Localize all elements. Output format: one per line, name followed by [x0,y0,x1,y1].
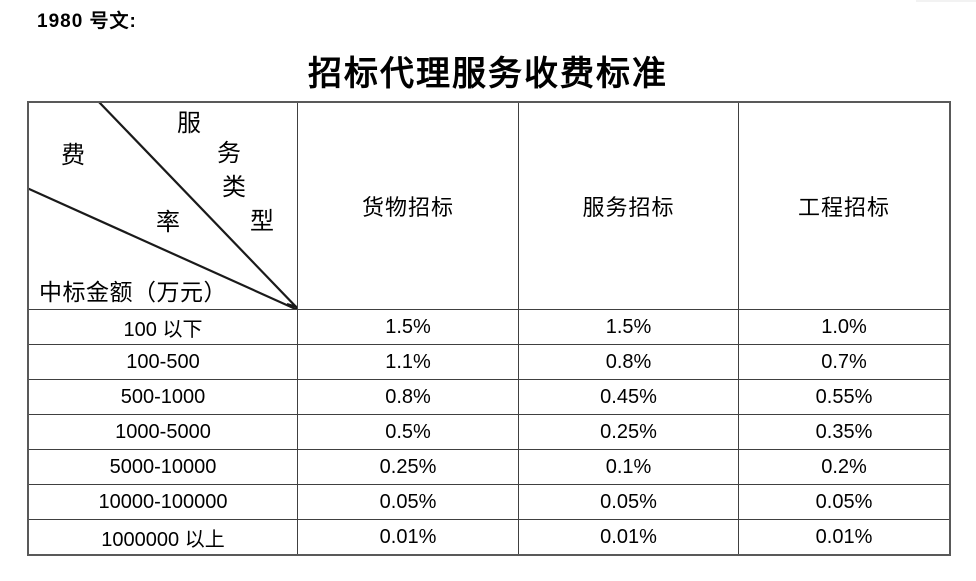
fee-value-cell: 0.5% [297,414,518,449]
fee-value-cell: 0.25% [518,414,738,449]
fee-value-cell: 1.5% [297,309,518,344]
column-header-goods: 货物招标 [297,103,518,309]
fee-value-cell: 0.05% [738,484,949,519]
fee-rate-char: 费 [61,143,85,169]
fee-value-cell: 0.05% [518,484,738,519]
fee-value-cell: 1.5% [518,309,738,344]
fee-value-cell: 0.01% [738,519,949,554]
column-header-services: 服务招标 [518,103,738,309]
scroll-edge-artifact [916,0,976,2]
amount-axis-label: 中标金额（万元） [39,279,227,305]
fee-standard-table: 服 务 类 型 费 率 中标金额（万元） 货物招标 服务招标 工程招标 100 … [27,101,951,556]
diagonal-lines [29,103,297,309]
row-label: 1000-5000 [29,414,297,449]
fee-value-cell: 1.1% [297,344,518,379]
row-label: 100-500 [29,344,297,379]
fee-value-cell: 0.05% [297,484,518,519]
row-label: 10000-100000 [29,484,297,519]
row-label: 100 以下 [29,309,297,344]
row-label: 1000000 以上 [29,519,297,554]
fee-value-cell: 0.7% [738,344,949,379]
fee-rate-char: 率 [156,210,180,236]
column-header-engineering: 工程招标 [738,103,949,309]
fee-value-cell: 0.25% [297,449,518,484]
page-title: 招标代理服务收费标准 [308,56,668,93]
fee-value-cell: 0.8% [297,379,518,414]
service-type-char: 型 [250,209,274,235]
fee-value-cell: 0.55% [738,379,949,414]
service-type-char: 务 [217,141,241,167]
row-label: 500-1000 [29,379,297,414]
fee-value-cell: 0.2% [738,449,949,484]
fee-value-cell: 0.35% [738,414,949,449]
fee-value-cell: 0.45% [518,379,738,414]
fee-value-cell: 0.8% [518,344,738,379]
row-label: 5000-10000 [29,449,297,484]
fee-value-cell: 1.0% [738,309,949,344]
fee-value-cell: 0.01% [518,519,738,554]
fee-value-cell: 0.1% [518,449,738,484]
corner-header-cell: 服 务 类 型 费 率 中标金额（万元） [29,103,297,309]
service-type-char: 类 [222,175,246,201]
doc-number: 1980 号文: [37,11,137,32]
fee-value-cell: 0.01% [297,519,518,554]
service-type-char: 服 [177,111,201,137]
